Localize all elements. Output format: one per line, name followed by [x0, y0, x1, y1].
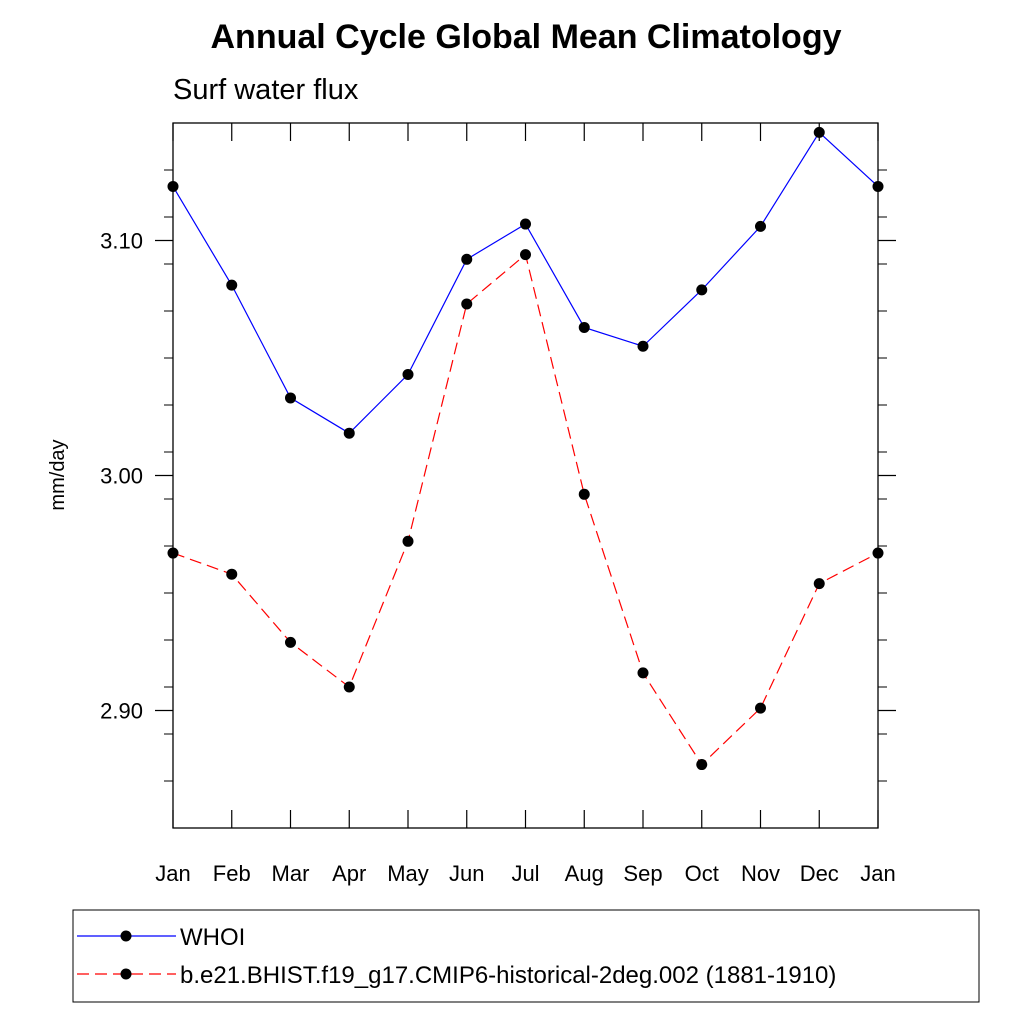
- y-tick-labels: 2.90 3.00 3.10: [100, 229, 143, 724]
- x-tick-label: Apr: [332, 861, 366, 886]
- data-point: [343, 427, 355, 439]
- data-point: [696, 759, 708, 771]
- x-tick-label: Mar: [272, 861, 310, 886]
- legend-box: [72, 909, 980, 1003]
- data-point: [578, 321, 590, 333]
- x-tick-label: Aug: [565, 861, 604, 886]
- series-line: [172, 253, 879, 766]
- x-tick-label: Oct: [685, 861, 719, 886]
- data-point: [872, 180, 884, 192]
- x-tick-labels: Jan Feb Mar Apr May Jun Jul Aug Sep Oct Nov Dec Jan: [155, 861, 895, 886]
- data-point: [637, 340, 649, 352]
- data-point: [226, 279, 238, 291]
- y-tick-label: 3.00: [100, 464, 143, 489]
- data-point: [167, 180, 179, 192]
- x-tick-label: Jun: [449, 861, 484, 886]
- data-point: [578, 488, 590, 500]
- data-point: [402, 535, 414, 547]
- data-point: [226, 568, 238, 580]
- chart-subtitle: Surf water flux: [173, 74, 359, 106]
- legend-marker: [120, 930, 132, 942]
- legend-label: WHOI: [180, 924, 245, 951]
- y-axis-label: mm/day: [47, 439, 69, 510]
- x-tick-label: Jul: [511, 861, 539, 886]
- data-point: [755, 220, 766, 232]
- legend-marker: [120, 968, 132, 980]
- data-point: [872, 547, 884, 559]
- y-tick-label: 3.10: [100, 229, 143, 254]
- data-point: [813, 126, 825, 138]
- data-point: [285, 392, 296, 404]
- x-tick-label: Sep: [623, 861, 662, 886]
- series-line: [172, 131, 879, 434]
- x-tick-label: May: [387, 861, 429, 886]
- data-point: [520, 249, 531, 261]
- x-tick-label: Nov: [741, 861, 780, 886]
- axis-ticks: [155, 123, 896, 828]
- data-point: [285, 636, 296, 648]
- x-tick-label: Dec: [800, 861, 839, 886]
- series-layer: [167, 126, 884, 771]
- data-point: [813, 578, 825, 590]
- y-tick-label: 2.90: [100, 699, 143, 724]
- x-tick-label: Jan: [155, 861, 190, 886]
- data-point: [461, 253, 473, 265]
- data-point: [461, 298, 473, 310]
- legend-label: b.e21.BHIST.f19_g17.CMIP6-historical-2de…: [180, 962, 836, 989]
- data-point: [402, 368, 414, 380]
- data-point: [696, 284, 708, 296]
- data-point: [343, 681, 355, 693]
- chart-title: Annual Cycle Global Mean Climatology: [211, 18, 842, 56]
- x-tick-label: Feb: [213, 861, 251, 886]
- data-point: [167, 547, 179, 559]
- data-point: [637, 667, 649, 679]
- data-point: [520, 218, 531, 230]
- data-point: [755, 702, 766, 714]
- legend: WHOI b.e21.BHIST.f19_g17.CMIP6-historical…: [77, 924, 836, 989]
- x-tick-label: Jan: [860, 861, 895, 886]
